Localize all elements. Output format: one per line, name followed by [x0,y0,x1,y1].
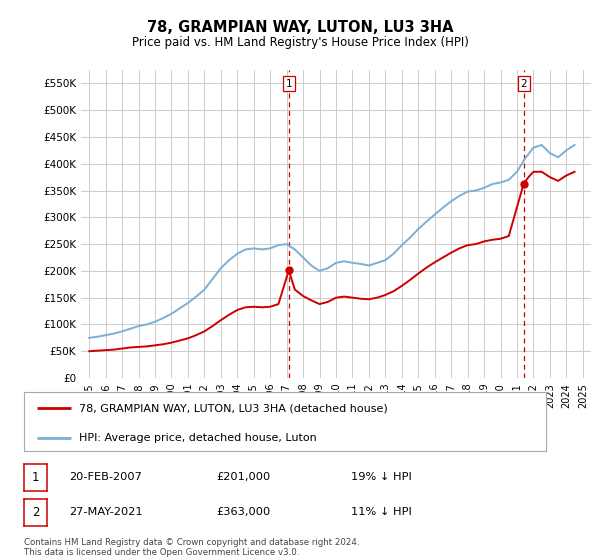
Text: 2: 2 [520,79,527,89]
Text: 78, GRAMPIAN WAY, LUTON, LU3 3HA: 78, GRAMPIAN WAY, LUTON, LU3 3HA [147,20,453,35]
Text: 2: 2 [32,506,39,519]
Text: 20-FEB-2007: 20-FEB-2007 [69,472,142,482]
Text: 1: 1 [286,79,292,89]
Text: 1: 1 [32,470,39,484]
Text: 19% ↓ HPI: 19% ↓ HPI [351,472,412,482]
Text: Price paid vs. HM Land Registry's House Price Index (HPI): Price paid vs. HM Land Registry's House … [131,36,469,49]
Text: 11% ↓ HPI: 11% ↓ HPI [351,507,412,517]
Text: £201,000: £201,000 [216,472,270,482]
Text: 78, GRAMPIAN WAY, LUTON, LU3 3HA (detached house): 78, GRAMPIAN WAY, LUTON, LU3 3HA (detach… [79,403,388,413]
Text: £363,000: £363,000 [216,507,270,517]
Text: HPI: Average price, detached house, Luton: HPI: Average price, detached house, Luto… [79,433,317,443]
Text: Contains HM Land Registry data © Crown copyright and database right 2024.
This d: Contains HM Land Registry data © Crown c… [24,538,359,557]
Text: 27-MAY-2021: 27-MAY-2021 [69,507,143,517]
